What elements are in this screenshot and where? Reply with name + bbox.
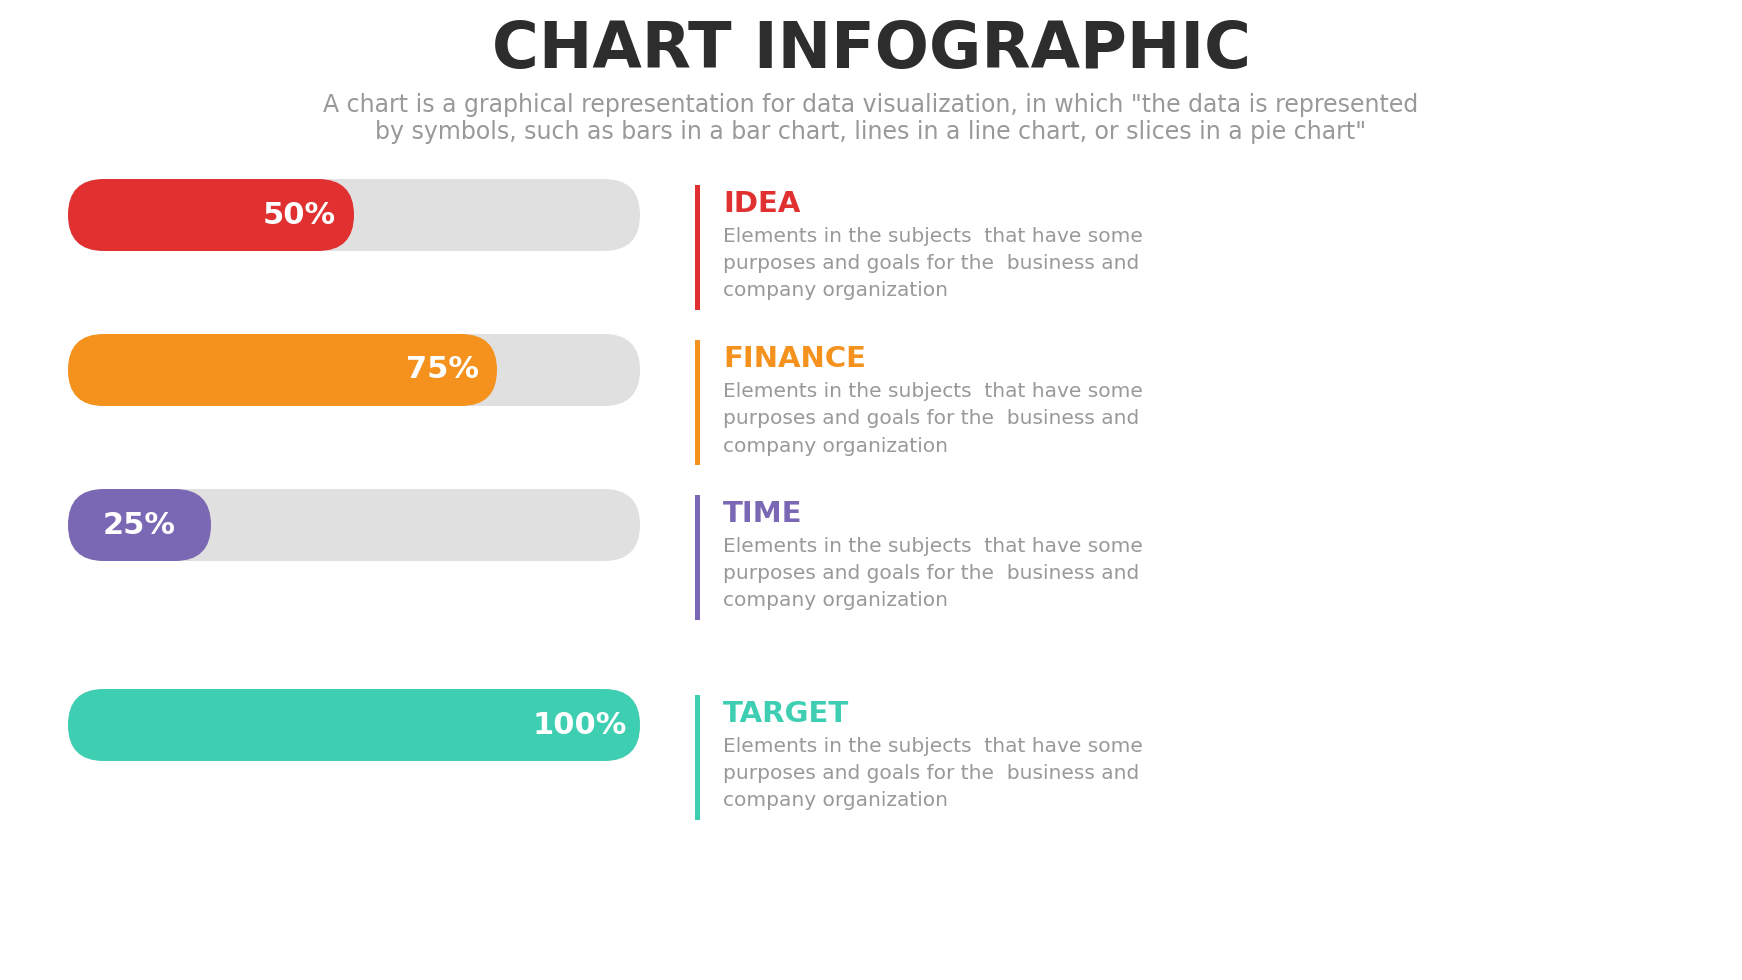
FancyBboxPatch shape bbox=[68, 179, 354, 251]
Text: 25%: 25% bbox=[103, 511, 176, 540]
Text: TARGET: TARGET bbox=[723, 700, 850, 728]
Text: TIME: TIME bbox=[723, 500, 803, 528]
Text: by symbols, such as bars in a bar chart, lines in a line chart, or slices in a p: by symbols, such as bars in a bar chart,… bbox=[376, 120, 1366, 144]
FancyBboxPatch shape bbox=[68, 334, 496, 406]
FancyBboxPatch shape bbox=[68, 489, 211, 561]
FancyBboxPatch shape bbox=[68, 334, 639, 406]
Text: Elements in the subjects  that have some
purposes and goals for the  business an: Elements in the subjects that have some … bbox=[723, 227, 1143, 301]
FancyBboxPatch shape bbox=[68, 689, 639, 761]
FancyBboxPatch shape bbox=[68, 179, 639, 251]
Text: A chart is a graphical representation for data visualization, in which "the data: A chart is a graphical representation fo… bbox=[324, 93, 1418, 117]
Text: CHART INFOGRAPHIC: CHART INFOGRAPHIC bbox=[491, 19, 1251, 81]
Text: Elements in the subjects  that have some
purposes and goals for the  business an: Elements in the subjects that have some … bbox=[723, 737, 1143, 810]
FancyBboxPatch shape bbox=[68, 489, 639, 561]
Text: 100%: 100% bbox=[533, 710, 627, 740]
Text: 50%: 50% bbox=[263, 201, 336, 229]
Bar bbox=[695, 495, 700, 620]
Text: Elements in the subjects  that have some
purposes and goals for the  business an: Elements in the subjects that have some … bbox=[723, 382, 1143, 456]
Text: 75%: 75% bbox=[406, 356, 479, 384]
Text: IDEA: IDEA bbox=[723, 190, 800, 218]
Bar bbox=[695, 340, 700, 465]
Bar bbox=[695, 695, 700, 820]
Bar bbox=[695, 185, 700, 310]
FancyBboxPatch shape bbox=[68, 689, 639, 761]
Text: Elements in the subjects  that have some
purposes and goals for the  business an: Elements in the subjects that have some … bbox=[723, 537, 1143, 611]
Text: FINANCE: FINANCE bbox=[723, 345, 866, 373]
